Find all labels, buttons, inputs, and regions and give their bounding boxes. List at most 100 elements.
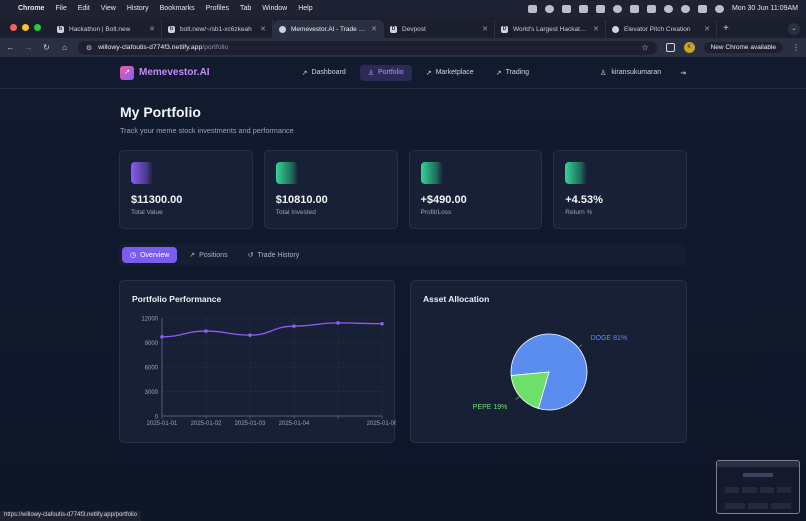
devpost-icon: D [501,25,508,33]
siri-icon[interactable] [714,4,724,13]
close-tab-icon[interactable]: ✕ [149,26,155,33]
browser-tab[interactable]: Elevator Pitch Creation ✕ [606,20,717,38]
chart-title: Portfolio Performance [132,294,222,304]
url-path: /portfolio [202,44,229,51]
tab-title: Memevestor.AI - Trade Meme [291,25,368,33]
stat-card-return: +4.53% Return % [553,150,687,229]
extension-status-icon[interactable] [561,4,571,13]
bookmark-star-icon[interactable]: ☆ [641,43,649,52]
nav-label: Portfolio [378,69,404,76]
clock-icon: ◷ [130,252,137,259]
nav-marketplace[interactable]: ↗ Marketplace [418,65,482,81]
site-info-icon[interactable]: ⚙ [86,44,93,52]
app-status-icon[interactable] [527,4,537,13]
window-controls [0,24,51,38]
tab-trade-history[interactable]: ↺ Trade History [240,247,308,263]
maximize-window-button[interactable] [34,24,41,31]
back-icon[interactable]: ← [6,43,15,52]
menu-window[interactable]: Window [262,5,288,12]
tab-positions[interactable]: ↗ Positions [181,247,235,263]
history-icon: ↺ [247,252,254,259]
browser-tab[interactable]: D World's Largest Hackathon p ✕ [495,20,606,38]
y-tick-label: 3000 [145,390,159,396]
url-host: willowy-clafoutis-d774f3.netlify.app [98,44,203,51]
devpost-icon: D [390,25,397,33]
nav-trading[interactable]: ↗ Trading [488,65,537,81]
new-chrome-available-button[interactable]: New Chrome available [703,42,783,53]
x-tick-label: 2025-01-06 [367,421,396,427]
close-window-button[interactable] [10,24,17,31]
tab-label: Positions [199,251,228,259]
close-tab-icon[interactable]: ✕ [260,26,266,33]
pie-slice-pepe [510,371,550,409]
nav-portfolio[interactable]: ♙ Portfolio [359,64,412,81]
trend-logo-icon: ↗ [120,65,134,80]
new-tab-button[interactable]: + [723,23,729,34]
control-center-icon[interactable] [697,4,707,13]
portfolio-performance-chart: 0 3000 6000 9000 12000 2025-01-01 2025-01-02 20… [141,317,396,428]
minimize-window-button[interactable] [22,24,29,31]
profile-avatar[interactable]: K [683,42,695,53]
browser-tab[interactable]: D Devpost ✕ [384,20,495,38]
menu-file[interactable]: File [55,5,67,12]
portfolio-performance-panel: Portfolio Performance 0 3000 6000 9000 12000… [119,280,396,443]
wifi-icon[interactable] [663,4,673,13]
browser-tab[interactable]: b bolt.new/~/sb1-xc6zkeah ✕ [162,20,273,38]
menu-tab[interactable]: Tab [239,5,252,12]
screen-recording-thumbnail[interactable] [716,460,800,514]
tab-search-button[interactable]: ⌄ [788,23,800,35]
menu-bar-status: Mon 30 Jun 11:09AM [527,4,798,13]
brand-name: Memevestor.AI [139,67,210,78]
stat-value: +$490.00 [420,194,467,206]
browser-tab[interactable]: b Hackathon | Bolt.new ✕ [51,20,162,38]
logout-icon[interactable]: ⇥ [680,69,686,77]
stat-card-total-value: $11300.00 Total Value [119,150,253,229]
spotlight-icon[interactable] [680,4,690,13]
data-point [160,334,164,339]
dropbox-icon[interactable] [578,4,588,13]
trend-icon: ↗ [495,69,502,77]
nav-dashboard[interactable]: ↗ Dashboard [294,65,354,81]
close-tab-icon[interactable]: ✕ [482,26,488,33]
user-status-icon[interactable] [612,4,622,13]
menu-edit[interactable]: Edit [77,5,90,12]
tab-label: Trade History [257,251,300,259]
chrome-menu-icon[interactable]: ⋮ [792,43,800,52]
dollar-icon [131,162,153,184]
nav-label: Trading [505,69,530,76]
menu-history[interactable]: History [126,5,149,12]
address-bar[interactable]: ⚙ willowy-clafoutis-d774f3.netlify.app/p… [78,40,657,55]
browser-tab-active[interactable]: Memevestor.AI - Trade Meme ✕ [273,20,384,38]
forward-icon[interactable]: → [24,43,33,52]
tab-title: Elevator Pitch Creation [624,25,691,33]
menu-profiles[interactable]: Profiles [205,5,229,12]
extensions-icon[interactable] [665,43,675,52]
menu-view[interactable]: View [100,5,116,12]
record-icon[interactable] [544,4,554,13]
asset-allocation-panel: Asset Allocation DOGE 81% PEPE 19% [410,280,687,443]
menu-help[interactable]: Help [298,5,313,12]
data-point [248,333,252,337]
menu-chrome[interactable]: Chrome [18,5,45,12]
tab-overview[interactable]: ◷ Overview [122,247,178,263]
close-tab-icon[interactable]: ✕ [593,26,599,33]
brand[interactable]: ↗ Memevestor.AI [120,65,210,80]
menu-bar-clock[interactable]: Mon 30 Jun 11:09AM [731,5,798,12]
menu-bookmarks[interactable]: Bookmarks [159,5,195,12]
user-icon: ♙ [600,69,607,77]
stat-cards: $11300.00 Total Value $10810.00 Total In… [119,150,687,229]
y-tick-label: 0 [155,415,159,421]
y-tick-label: 6000 [145,366,159,372]
username[interactable]: kiransukumaran [611,69,662,76]
reload-icon[interactable]: ↻ [43,43,50,52]
portfolio-tabs: ◷ Overview ↗ Positions ↺ Trade History [119,244,687,266]
trend-up-icon [420,162,443,184]
close-tab-icon[interactable]: ✕ [371,26,377,33]
battery-icon[interactable] [646,4,656,13]
volume-icon[interactable] [629,4,639,13]
music-icon[interactable] [595,4,605,13]
home-icon[interactable]: ⌂ [62,43,67,52]
wallet-icon [275,162,298,184]
close-tab-icon[interactable]: ✕ [704,26,710,33]
x-tick-label: 2025-01-03 [235,421,266,427]
